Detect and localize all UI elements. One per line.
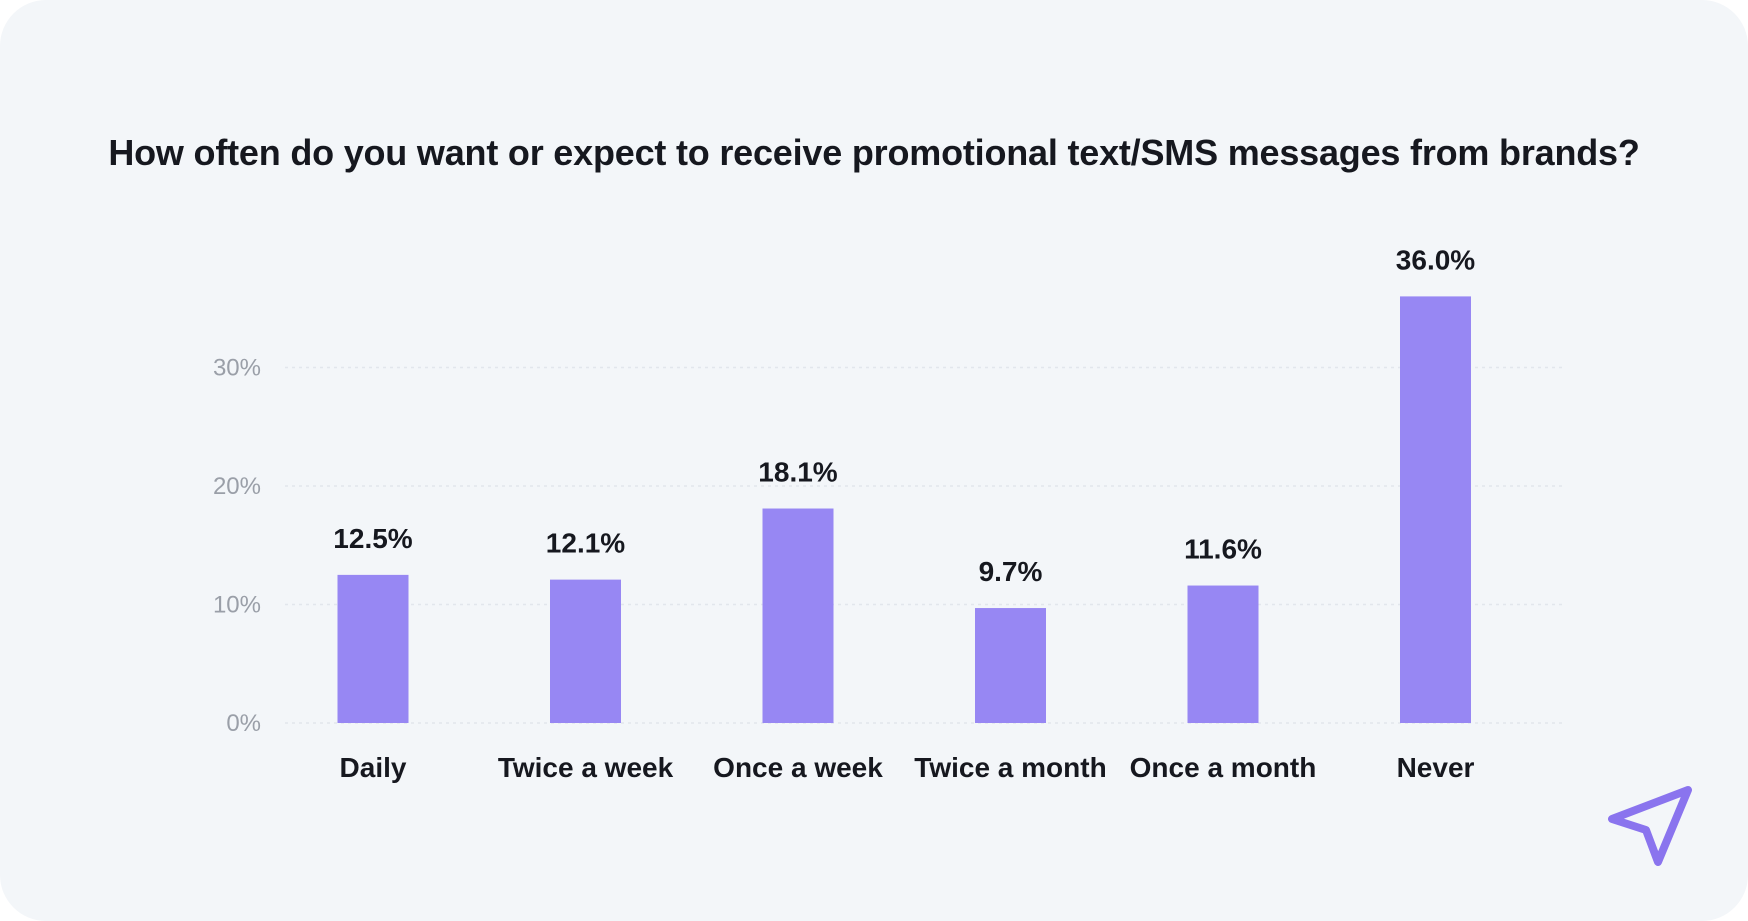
y-axis-ticks: 0% 10% 20% 30% <box>213 355 261 738</box>
data-label: 9.7% <box>979 556 1043 587</box>
category-label: Once a week <box>713 752 883 783</box>
bar <box>337 574 409 723</box>
category-label: Twice a month <box>914 752 1106 783</box>
paper-plane-icon <box>1608 786 1692 866</box>
bar <box>1400 296 1471 723</box>
data-label: 12.5% <box>333 523 412 554</box>
category-label: Once a month <box>1130 752 1317 783</box>
category-labels: Daily Twice a week Once a week Twice a mont… <box>340 752 1475 783</box>
y-tick-label: 20% <box>213 473 261 500</box>
data-label: 36.0% <box>1396 244 1475 275</box>
gridlines <box>285 366 1562 724</box>
category-label: Daily <box>340 752 407 783</box>
category-label: Twice a week <box>498 752 674 783</box>
data-label: 18.1% <box>758 457 837 488</box>
bars <box>337 296 1471 723</box>
bar <box>975 608 1046 723</box>
bar <box>1187 585 1259 723</box>
bar <box>762 508 834 723</box>
chart-title: How often do you want or expect to recei… <box>108 132 1640 173</box>
y-tick-label: 0% <box>226 710 261 737</box>
data-label: 11.6% <box>1184 534 1262 565</box>
category-label: Never <box>1397 752 1475 783</box>
bar <box>550 579 621 723</box>
y-tick-label: 10% <box>213 592 261 619</box>
y-tick-label: 30% <box>213 355 261 382</box>
data-label: 12.1% <box>546 528 625 559</box>
data-labels: 12.5% 12.1% 18.1% 9.7% 11.6% 36.0% <box>333 244 1475 587</box>
